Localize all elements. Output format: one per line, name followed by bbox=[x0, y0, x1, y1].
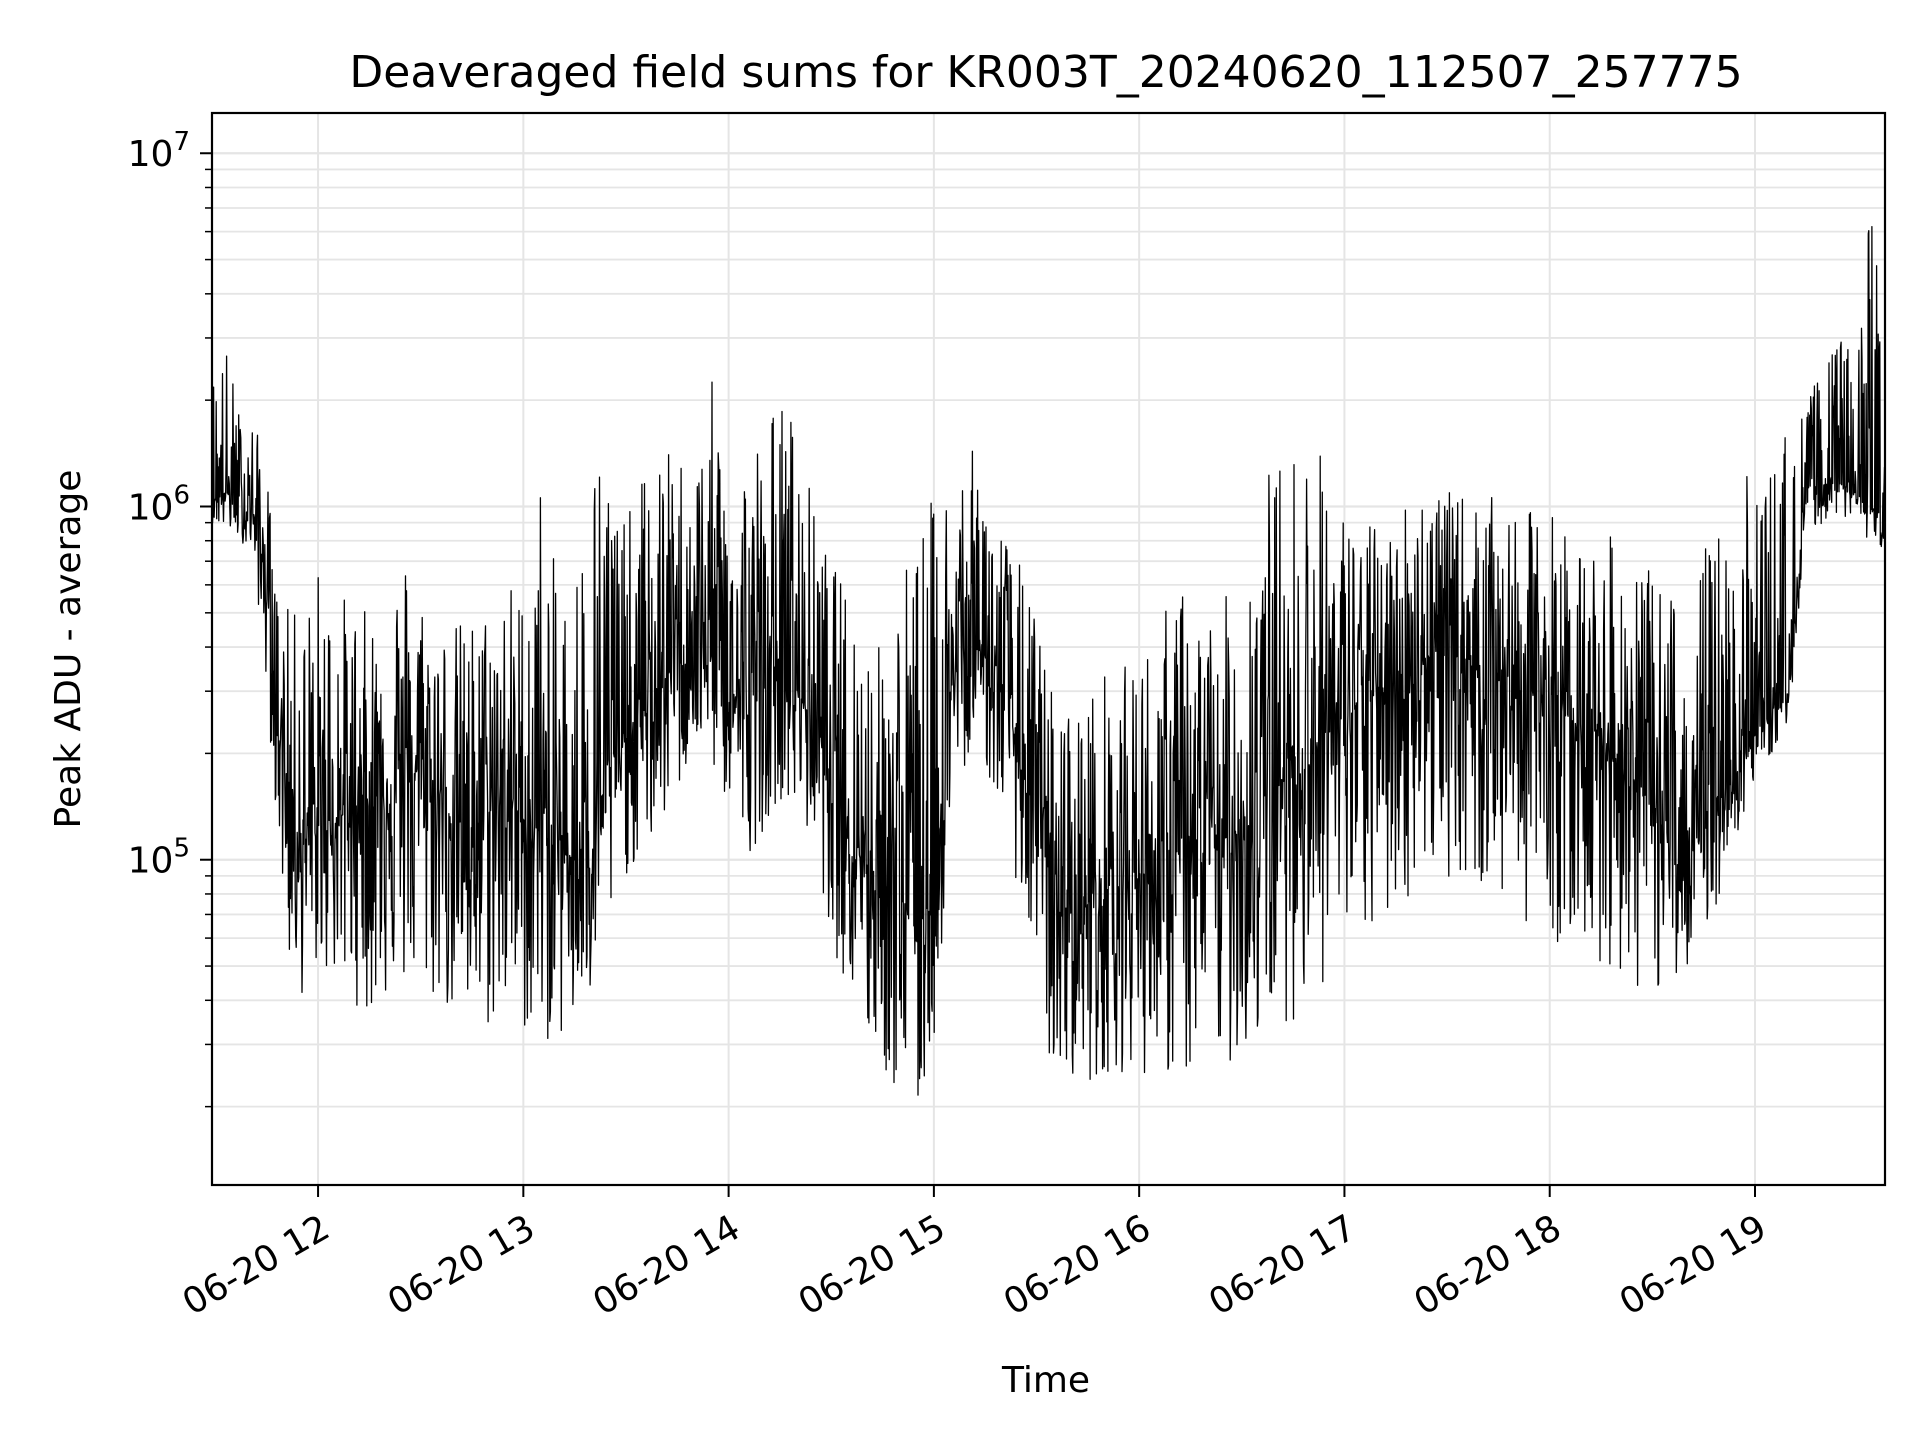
y-tick-base: 10 bbox=[128, 134, 174, 175]
y-tick-label: 106 bbox=[128, 480, 190, 528]
x-axis-label: Time bbox=[1001, 1360, 1090, 1401]
y-tick-exponent: 7 bbox=[173, 127, 190, 157]
y-tick-base: 10 bbox=[128, 841, 174, 882]
y-tick-label: 105 bbox=[128, 834, 190, 882]
y-tick-label: 107 bbox=[128, 127, 190, 175]
plot-area-frame bbox=[210, 111, 1887, 1187]
series-line bbox=[212, 226, 1885, 1096]
chart-title: Deaveraged field sums for KR003T_2024062… bbox=[349, 47, 1742, 98]
y-tick-base: 10 bbox=[128, 487, 174, 528]
y-tick-exponent: 6 bbox=[173, 480, 190, 510]
y-axis-label: Peak ADU - average bbox=[48, 470, 89, 829]
y-tick-exponent: 5 bbox=[173, 834, 190, 864]
series-area bbox=[212, 226, 1885, 1096]
